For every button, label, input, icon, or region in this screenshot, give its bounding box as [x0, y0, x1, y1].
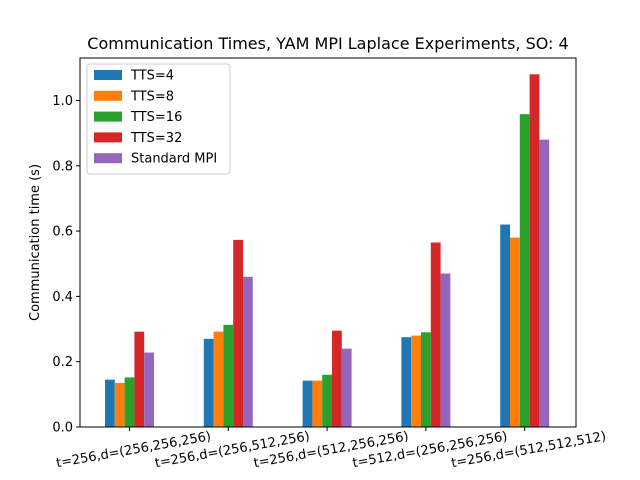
legend-label: TTS=4: [130, 69, 174, 84]
plot-frame: [79, 57, 577, 428]
bar-tts-4-4: [500, 224, 510, 427]
bar-standard-mpi-4: [539, 139, 550, 427]
bar-tts-16-2: [322, 374, 332, 427]
bar-standard-mpi-3: [440, 273, 451, 427]
bar-tts-8-2: [312, 380, 323, 427]
bar-tts-16-4: [519, 114, 530, 428]
legend-label: TTS=16: [130, 110, 182, 125]
bar-tts-8-4: [510, 237, 520, 427]
bar-tts-8-1: [213, 331, 224, 427]
legend-box: [86, 63, 231, 175]
bar-standard-mpi-1: [243, 276, 253, 427]
y-axis: 0.0 0.2 0.4 0.6 0.8 1.0: [52, 94, 80, 436]
bar-tts-32-2: [332, 330, 342, 427]
y-tick-label: 0.0: [52, 421, 73, 436]
bar-tts-32-1: [233, 239, 243, 427]
y-tick-label: 1.0: [52, 94, 73, 109]
bar-tts-4-3: [401, 337, 412, 427]
legend-swatch: [94, 132, 122, 143]
legend-swatch: [94, 153, 122, 164]
y-tick-label: 0.8: [52, 159, 73, 174]
y-tick-label: 0.6: [52, 225, 73, 240]
bar-tts-16-3: [421, 332, 431, 427]
legend-label: TTS=32: [130, 131, 182, 146]
bars-group: [105, 74, 550, 428]
bar-tts-32-0: [134, 331, 145, 427]
chart-title: Communication Times, YAM MPI Laplace Exp…: [87, 34, 568, 53]
bar-standard-mpi-2: [341, 348, 352, 427]
legend-swatch: [94, 111, 122, 122]
bar-standard-mpi-0: [144, 352, 154, 427]
legend-label: Standard MPI: [131, 152, 217, 167]
legend: TTS=4 TTS=8 TTS=16 TTS=32 Standard MPI: [86, 63, 231, 175]
bar-tts-32-3: [430, 242, 441, 427]
bar-tts-32-4: [529, 74, 540, 427]
bar-tts-16-0: [124, 377, 135, 427]
legend-label: TTS=8: [130, 89, 174, 104]
legend-swatch: [94, 90, 122, 101]
bar-tts-4-0: [105, 379, 115, 427]
legend-swatch: [94, 70, 122, 80]
bar-tts-8-0: [114, 382, 125, 427]
bar-tts-8-3: [411, 335, 421, 427]
y-tick-label: 0.2: [52, 355, 73, 370]
bar-tts-16-1: [223, 324, 234, 427]
bar-tts-4-2: [302, 380, 313, 427]
bar-tts-4-1: [203, 338, 214, 427]
y-tick-label: 0.4: [52, 290, 73, 305]
y-axis-label: Communication time (s): [28, 164, 43, 321]
